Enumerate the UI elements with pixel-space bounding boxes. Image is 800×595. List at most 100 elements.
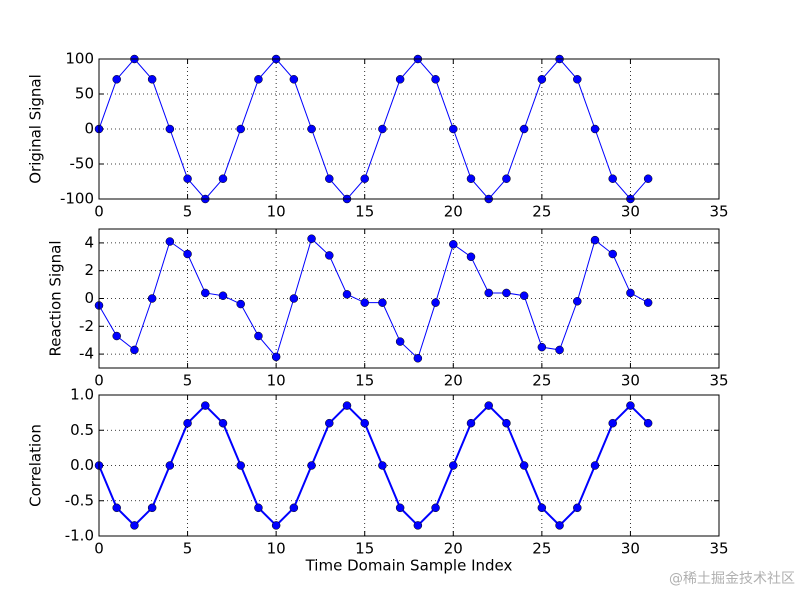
data-point (466, 174, 476, 183)
y-tick-label: 1.0 (70, 386, 94, 404)
data-point (590, 124, 600, 134)
y-tick-label: 0.5 (70, 421, 94, 439)
data-point (608, 174, 617, 183)
y-axis-label: Correlation (27, 424, 45, 507)
data-point (395, 337, 405, 346)
data-point (147, 503, 157, 513)
data-point (165, 124, 175, 134)
subplot: 0 5 10 15 20 25 30 35 -1.0 -0.5 0.0 0.5 1.0 Correlati… (27, 386, 729, 575)
x-tick-label: 30 (621, 540, 640, 558)
x-tick-label: 20 (444, 372, 463, 390)
data-point (147, 294, 157, 303)
axes-frame (98, 58, 720, 200)
data-point (112, 75, 121, 84)
data-point (325, 174, 334, 183)
y-axis-label: Original Signal (27, 74, 45, 184)
data-point (626, 401, 635, 410)
plot-area (94, 234, 653, 363)
data-point (519, 291, 529, 300)
x-tick-label: 5 (183, 203, 193, 221)
x-axis-label: Time Domain Sample Index (305, 557, 513, 575)
data-point (484, 401, 493, 410)
data-point (271, 521, 281, 530)
x-tick-label: 10 (267, 540, 286, 558)
x-tick-label: 5 (183, 540, 193, 558)
data-point (342, 290, 352, 299)
x-tick-label: 15 (355, 372, 374, 390)
x-tick-label: 15 (355, 540, 374, 558)
y-tick-label: -4 (79, 345, 94, 363)
data-point (519, 461, 529, 470)
data-line (98, 404, 649, 527)
data-point (271, 352, 281, 362)
data-point (360, 418, 369, 428)
axes-frame (98, 228, 720, 369)
data-point (449, 461, 458, 470)
x-tick-label: 30 (621, 372, 640, 390)
x-tick-label: 35 (709, 203, 728, 221)
data-point (254, 331, 263, 341)
data-point (590, 235, 600, 245)
data-point (395, 503, 405, 513)
x-tick-label: 15 (355, 203, 374, 221)
data-point (590, 461, 600, 470)
x-tick-label: 0 (94, 540, 104, 558)
data-point (218, 291, 228, 300)
data-point (201, 401, 210, 410)
data-point (608, 418, 617, 428)
x-tick-label: 10 (267, 372, 286, 390)
y-tick-label: 4 (84, 233, 94, 251)
y-tick-label: 0 (84, 120, 94, 138)
y-tick-label: -0.5 (65, 491, 94, 509)
x-tick-label: 20 (444, 540, 463, 558)
data-point (466, 418, 476, 428)
data-point (218, 418, 228, 428)
data-point (236, 299, 245, 309)
data-point (378, 461, 387, 470)
plot-area (94, 401, 653, 530)
data-point (307, 461, 316, 470)
data-point (626, 288, 635, 298)
axes-frame (98, 394, 720, 537)
data-point (413, 354, 423, 363)
data-point (289, 503, 299, 513)
x-tick-label: 25 (532, 540, 551, 558)
y-tick-label: 2 (84, 261, 94, 279)
x-tick-label: 25 (532, 372, 551, 390)
x-tick-label: 5 (183, 372, 193, 390)
data-point (573, 75, 582, 84)
data-point (537, 75, 547, 84)
data-point (165, 461, 175, 470)
data-point (130, 345, 139, 355)
x-tick-label: 0 (94, 203, 104, 221)
y-tick-label: 100 (65, 50, 94, 68)
watermark: @稀土掘金技术社区 (669, 571, 795, 587)
data-point (466, 252, 476, 262)
data-point (573, 503, 582, 513)
x-tick-label: 25 (532, 203, 551, 221)
x-tick-label: 10 (267, 203, 286, 221)
x-tick-label: 35 (709, 372, 728, 390)
data-point (413, 521, 423, 530)
data-point (449, 240, 458, 249)
data-point (360, 174, 369, 183)
data-point (502, 418, 511, 428)
data-point (643, 298, 653, 307)
data-point (130, 521, 139, 530)
x-tick-label: 20 (444, 203, 463, 221)
data-point (254, 75, 263, 84)
data-point (555, 345, 564, 355)
data-point (449, 124, 458, 134)
data-point (484, 288, 493, 298)
subplot: 0 5 10 15 20 25 30 35 -4 -2 0 2 4 Reaction Signal (47, 228, 729, 390)
data-point (573, 297, 582, 306)
x-tick-label: 35 (709, 540, 728, 558)
data-point (183, 174, 192, 183)
y-tick-label: 50 (75, 85, 94, 103)
data-point (431, 298, 440, 307)
data-point (307, 124, 316, 134)
data-point (112, 331, 121, 341)
x-tick-label: 0 (94, 372, 104, 390)
data-point (218, 174, 228, 183)
